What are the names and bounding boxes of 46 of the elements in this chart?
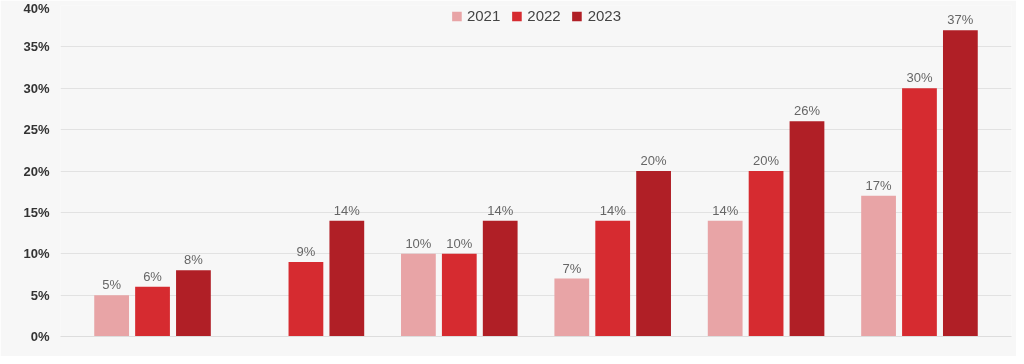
- data-label: 14%: [333, 202, 361, 218]
- bar: [942, 30, 978, 337]
- bar: [789, 121, 825, 337]
- bar: [288, 262, 324, 337]
- data-label: 7%: [562, 260, 582, 276]
- y-tick-label: 10%: [23, 246, 50, 262]
- y-tick-label: 0%: [30, 329, 50, 344]
- data-label: 20%: [640, 153, 668, 168]
- data-label: 26%: [793, 103, 821, 119]
- bar: [94, 295, 130, 337]
- data-label: 8%: [184, 252, 204, 268]
- bar: [595, 220, 631, 337]
- data-label: 37%: [947, 12, 974, 28]
- bar: [861, 195, 896, 337]
- bar: [176, 270, 211, 337]
- data-label: 30%: [906, 70, 933, 86]
- bar: [329, 220, 365, 337]
- legend-label: 2021: [466, 7, 501, 24]
- bar: [401, 253, 436, 337]
- y-tick-label: 20%: [23, 163, 50, 179]
- data-label: 14%: [712, 202, 739, 218]
- bar: [441, 253, 477, 337]
- y-tick-label: 40%: [23, 0, 50, 16]
- data-label: 20%: [753, 153, 780, 168]
- bar: [707, 220, 743, 337]
- data-label: 9%: [296, 244, 316, 260]
- y-tick-label: 15%: [23, 204, 50, 220]
- bar: [554, 278, 590, 337]
- data-label: 14%: [599, 202, 627, 218]
- data-label: 10%: [405, 235, 432, 251]
- data-label: 14%: [487, 202, 514, 218]
- y-tick-label: 35%: [23, 39, 50, 55]
- y-tick-label: 5%: [30, 287, 50, 303]
- y-tick-label: 30%: [23, 80, 50, 96]
- legend-label: 2022: [527, 7, 561, 24]
- bar: [902, 88, 937, 337]
- data-label: 6%: [143, 268, 163, 284]
- bar: [135, 286, 170, 337]
- bar: [636, 171, 671, 337]
- data-label: 5%: [102, 277, 122, 293]
- data-label: 17%: [865, 177, 893, 193]
- y-tick-label: 25%: [23, 122, 50, 138]
- bar: [482, 220, 518, 337]
- bar: [748, 171, 784, 337]
- legend-label: 2023: [587, 7, 622, 24]
- data-label: 10%: [446, 235, 473, 251]
